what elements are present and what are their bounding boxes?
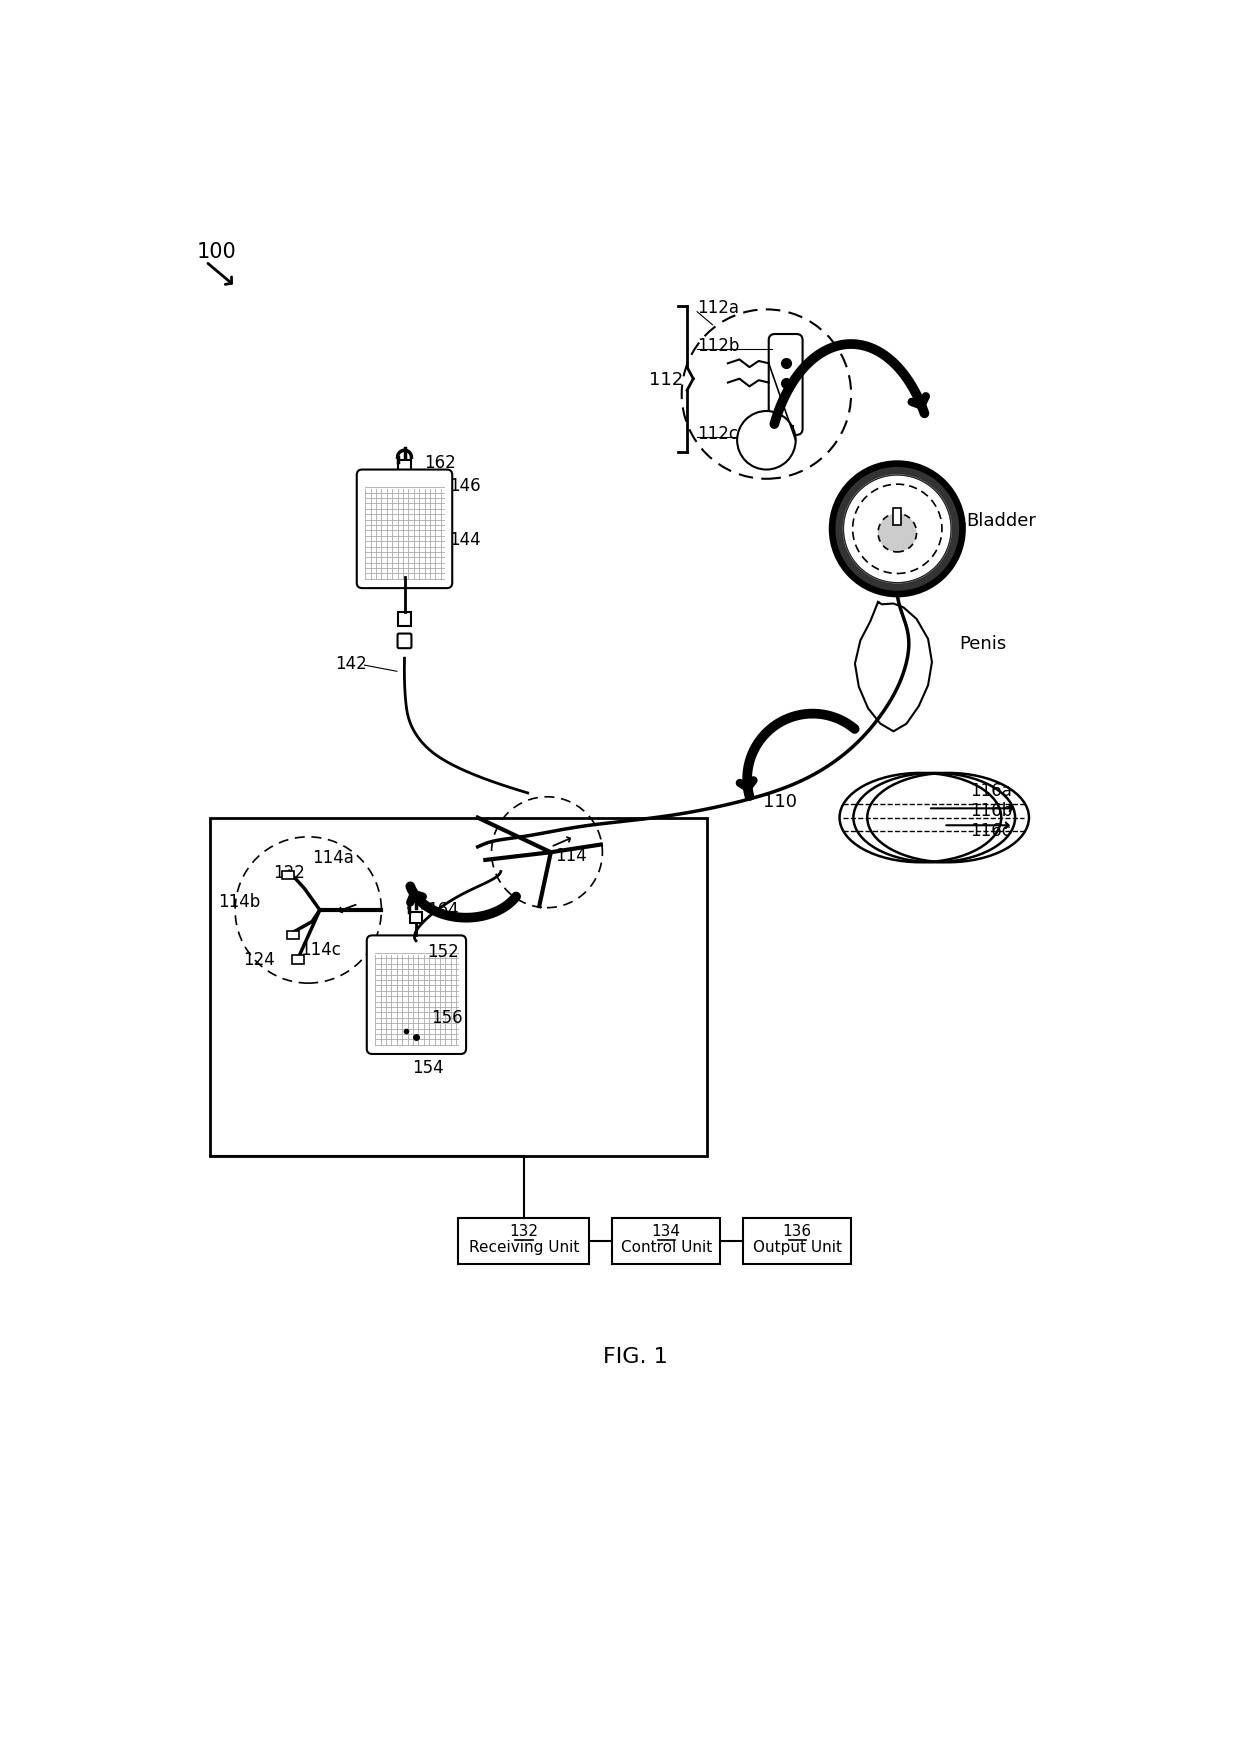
Bar [281,870,294,879]
Text: Receiving Unit: Receiving Unit [469,1240,579,1254]
Bar [398,460,410,471]
Bar [743,1217,851,1264]
Circle shape [737,412,796,469]
Text: 114c: 114c [300,942,341,959]
Text: 114: 114 [556,848,588,865]
Text: 124: 124 [243,950,274,970]
FancyBboxPatch shape [367,935,466,1053]
Bar [613,1217,720,1264]
Bar [365,567,444,582]
Text: 122: 122 [274,863,305,882]
Bar [777,426,794,436]
FancyBboxPatch shape [398,633,412,649]
Bar [293,956,304,964]
Bar [374,1032,459,1048]
Text: 146: 146 [449,478,481,495]
Text: 114a: 114a [312,849,353,867]
FancyBboxPatch shape [769,335,802,434]
Text: Output Unit: Output Unit [753,1240,842,1254]
Text: 156: 156 [432,1008,463,1027]
Bar [894,508,901,525]
Text: 116a: 116a [971,781,1012,800]
Text: 114b: 114b [218,893,260,912]
Bar [398,612,410,626]
Text: 162: 162 [424,455,455,473]
Text: 136: 136 [782,1224,812,1240]
Bar [288,931,299,940]
Text: 112b: 112b [697,337,739,356]
Text: 132: 132 [510,1224,538,1240]
Text: 164: 164 [428,902,459,919]
Text: 100: 100 [197,242,237,262]
Circle shape [878,513,916,551]
Text: 112a: 112a [697,298,739,317]
Bar [459,1217,589,1264]
Text: 152: 152 [428,944,459,961]
Text: 116b: 116b [971,802,1013,820]
FancyBboxPatch shape [357,469,453,588]
Text: 144: 144 [449,532,481,549]
Text: 142: 142 [335,654,367,673]
Text: 154: 154 [412,1059,444,1076]
Text: Penis: Penis [959,635,1006,654]
Text: 112c: 112c [697,426,738,443]
Text: FIG. 1: FIG. 1 [603,1346,668,1367]
Bar [211,818,707,1156]
Text: 112: 112 [650,371,683,389]
Bar [410,912,422,923]
Text: Bladder: Bladder [967,513,1037,530]
Text: 110: 110 [763,794,796,811]
Text: 134: 134 [652,1224,681,1240]
Text: 116c: 116c [971,823,1012,841]
Text: Control Unit: Control Unit [621,1240,712,1254]
